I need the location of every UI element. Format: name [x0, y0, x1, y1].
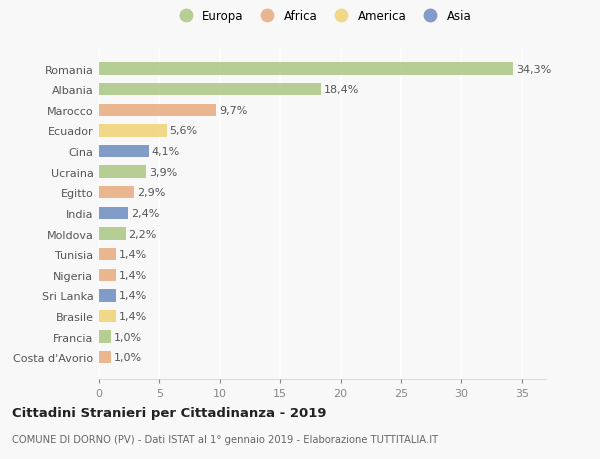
Bar	[99, 331, 111, 343]
Text: 1,4%: 1,4%	[119, 311, 147, 321]
Text: 1,4%: 1,4%	[119, 291, 147, 301]
Text: 2,4%: 2,4%	[131, 208, 160, 218]
Bar	[99, 351, 111, 364]
Bar	[99, 84, 321, 96]
Text: 9,7%: 9,7%	[219, 106, 248, 116]
Bar	[99, 104, 216, 117]
Bar	[99, 146, 149, 158]
Text: 1,4%: 1,4%	[119, 270, 147, 280]
Text: 1,0%: 1,0%	[114, 332, 142, 342]
Bar	[99, 269, 116, 281]
Bar	[99, 187, 134, 199]
Text: 2,2%: 2,2%	[128, 229, 157, 239]
Bar	[99, 290, 116, 302]
Bar	[99, 248, 116, 261]
Bar	[99, 207, 128, 219]
Bar	[99, 125, 167, 137]
Bar	[99, 310, 116, 323]
Text: 18,4%: 18,4%	[325, 85, 359, 95]
Text: 1,4%: 1,4%	[119, 250, 147, 260]
Text: 2,9%: 2,9%	[137, 188, 166, 198]
Text: COMUNE DI DORNO (PV) - Dati ISTAT al 1° gennaio 2019 - Elaborazione TUTTITALIA.I: COMUNE DI DORNO (PV) - Dati ISTAT al 1° …	[12, 434, 438, 444]
Bar	[99, 63, 514, 76]
Bar	[99, 228, 125, 240]
Text: 5,6%: 5,6%	[170, 126, 198, 136]
Text: 1,0%: 1,0%	[114, 353, 142, 363]
Bar	[99, 166, 146, 179]
Text: Cittadini Stranieri per Cittadinanza - 2019: Cittadini Stranieri per Cittadinanza - 2…	[12, 406, 326, 419]
Text: 4,1%: 4,1%	[152, 147, 180, 157]
Text: 34,3%: 34,3%	[517, 64, 551, 74]
Text: 3,9%: 3,9%	[149, 167, 178, 177]
Legend: Europa, Africa, America, Asia: Europa, Africa, America, Asia	[172, 8, 473, 26]
